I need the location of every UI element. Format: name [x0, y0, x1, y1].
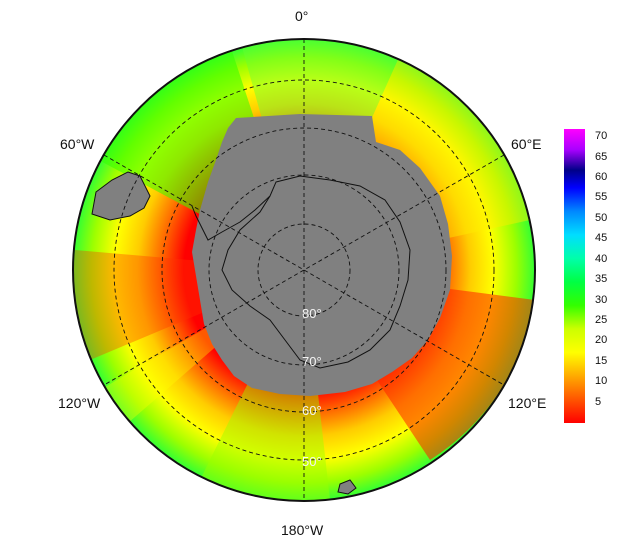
antarctic-peninsula-outline	[191, 195, 271, 241]
label-lon-180w: 180°W	[281, 522, 324, 538]
colorbar-tick-5: 5	[595, 395, 602, 408]
colorbar-tick-15: 15	[595, 354, 608, 367]
colorbar-tick-50: 50	[595, 211, 608, 224]
colorbar-tick-25: 25	[595, 313, 608, 326]
colorbar-tick-70: 70	[595, 130, 608, 143]
label-lon-0: 0°	[295, 8, 309, 24]
colorbar-tick-60: 60	[595, 171, 608, 183]
new-zealand-landmass	[337, 479, 357, 495]
antarctica-landmass	[192, 114, 452, 396]
antarctica-coastline	[221, 175, 411, 369]
colorbar-tick-45: 45	[595, 232, 608, 245]
colorbar-tick-30: 30	[595, 293, 608, 306]
label-lon-120e: 120°E	[508, 395, 547, 411]
colorbar-tick-20: 20	[595, 334, 608, 347]
meridian-lines	[103, 39, 505, 501]
label-lat-70: 70°	[302, 354, 322, 369]
colorbar-tick-65: 65	[595, 150, 608, 163]
latitude-circle-50	[113, 79, 495, 461]
label-lon-60e: 60°E	[511, 136, 542, 152]
label-lon-60w: 60°W	[60, 136, 95, 152]
colorbar	[564, 129, 585, 423]
label-lat-50: 50°	[302, 454, 322, 469]
map-outer-rim	[72, 38, 536, 502]
colorbar-tick-55: 55	[595, 191, 608, 204]
colorbar-tick-35: 35	[595, 273, 608, 286]
label-lat-60: 60°	[302, 403, 322, 418]
latitude-circle-60	[161, 127, 447, 413]
colorbar-tick-10: 10	[595, 375, 608, 388]
label-lat-80: 80°	[302, 306, 322, 321]
label-lon-120w: 120°W	[58, 395, 101, 411]
south-america-landmass	[91, 171, 151, 221]
colorbar-tick-40: 40	[595, 252, 608, 265]
